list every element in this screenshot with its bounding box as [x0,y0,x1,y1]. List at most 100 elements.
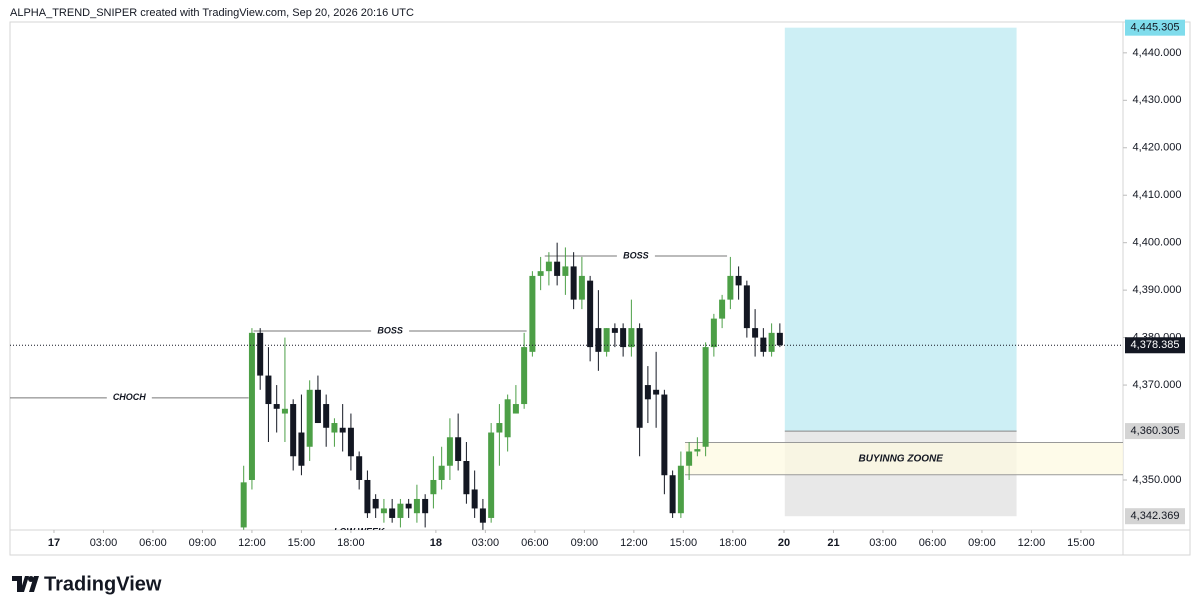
candle-body [611,328,618,333]
price-badge-label: 4,342.369 [1131,510,1180,522]
price-badge [1125,19,1185,36]
x-tick-label: 06:00 [919,537,947,549]
y-tick-label: 4,370.000 [1133,379,1182,391]
candle-body [488,432,495,518]
axes: 4,350.0004,370.0004,380.0004,390.0004,40… [48,19,1185,549]
y-tick-label: 4,430.000 [1133,94,1182,106]
annotation-bg [616,248,655,263]
x-tick-label: 12:00 [238,537,266,549]
price-badge-label: 4,360.305 [1131,425,1180,437]
candle-body [587,280,594,348]
price-badge [1125,337,1185,354]
x-tick-label: 03:00 [472,537,500,549]
y-tick-label: 4,390.000 [1133,284,1182,296]
x-tick-label: 09:00 [571,537,599,549]
candle-body [644,385,651,400]
plot-area: BUYINNG ZOONE CHOCH BOSS BOSS LOW WEEK [10,27,1123,537]
x-tick-label: 20 [778,537,790,549]
candle-body [331,423,338,433]
candle-body [752,328,759,338]
candle-body [727,275,734,300]
annotation-label: CHOCH [113,392,146,402]
candle-body [380,508,387,514]
candle-body [578,275,585,300]
candle-body [257,332,264,376]
y-tick-label: 4,440.000 [1133,47,1182,59]
candle-body [347,427,354,457]
candle-body [743,285,750,329]
x-tick-label: 18 [430,537,442,549]
price-badge-label: 4,378.385 [1131,339,1180,351]
x-tick-label: 18:00 [719,537,747,549]
zone-label: BUYINNG ZOONE [858,453,943,464]
chart-frame [9,21,1191,556]
x-tick-label: 21 [827,537,839,549]
y-tick-label: 4,420.000 [1133,142,1182,154]
candle-body [677,465,684,514]
annotation-label: BOSS [623,250,649,260]
candle-body [776,332,783,346]
candle-body [537,271,544,276]
annotation-bg [106,390,152,405]
candle-body [653,389,660,395]
candle-body [438,465,445,480]
candle-body [710,318,717,348]
candle-body [430,479,437,495]
candle-body [661,394,668,476]
candle-body [356,456,363,480]
candle-body [405,503,412,509]
buying-zone [684,442,1123,475]
candle-body [504,399,511,438]
candle-body [281,408,288,414]
candle-body [702,347,709,447]
candle-body [694,449,701,452]
x-tick-label: 15:00 [288,537,316,549]
y-tick-label: 4,410.000 [1133,189,1182,201]
candle-body [760,337,767,352]
brand-logo: TradingView [12,573,162,595]
price-badge [1125,508,1185,525]
candle-body [397,503,404,518]
candle-body [471,489,478,509]
candle-body [545,261,552,272]
x-tick-label: 12:00 [620,537,648,549]
candle-body [686,451,693,466]
candle-body [595,328,602,352]
candle-body [735,275,742,286]
candle-body [339,427,346,433]
candle-body [372,498,379,509]
x-tick-label: 17 [48,537,60,549]
x-tick-label: 18:00 [337,537,365,549]
brand-name: TradingView [44,573,162,595]
candle-body [298,432,305,466]
candle-body [248,332,255,480]
candle-body [240,482,247,528]
x-tick-label: 09:00 [189,537,217,549]
annotation-label: LOW WEEK [334,527,386,537]
x-tick-label: 12:00 [1018,537,1046,549]
x-tick-label: 15:00 [1067,537,1095,549]
candle-body [323,404,330,428]
x-tick-label: 06:00 [139,537,167,549]
candle-body [496,423,503,433]
candle-body [562,266,569,276]
annotation-label: BOSS [377,325,403,335]
candle-body [719,299,726,319]
x-tick-label: 06:00 [521,537,549,549]
price-badge [1125,423,1185,440]
candle-body [554,261,561,276]
candle-body [364,479,371,514]
candle-body [446,437,453,466]
x-tick-label: 03:00 [90,537,118,549]
candle-body [628,328,635,348]
candle-body [636,328,643,428]
candle-body [463,460,470,495]
candle-body [455,437,462,461]
candle-body [273,404,280,409]
y-tick-label: 4,400.000 [1133,237,1182,249]
candle-body [521,347,528,405]
x-tick-label: 03:00 [869,537,897,549]
y-tick-label: 4,350.000 [1133,474,1182,486]
annotation-bg [371,323,410,338]
